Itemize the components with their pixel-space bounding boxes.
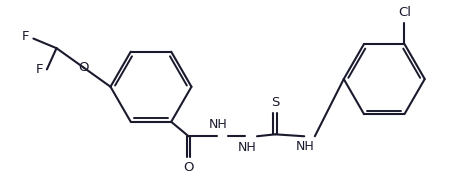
Text: F: F [35, 63, 43, 76]
Text: Cl: Cl [398, 6, 411, 19]
Text: NH: NH [296, 140, 314, 153]
Text: O: O [183, 161, 194, 174]
Text: F: F [22, 30, 30, 43]
Text: NH: NH [238, 141, 257, 154]
Text: NH: NH [209, 118, 228, 131]
Text: O: O [78, 61, 89, 74]
Text: S: S [271, 96, 279, 109]
